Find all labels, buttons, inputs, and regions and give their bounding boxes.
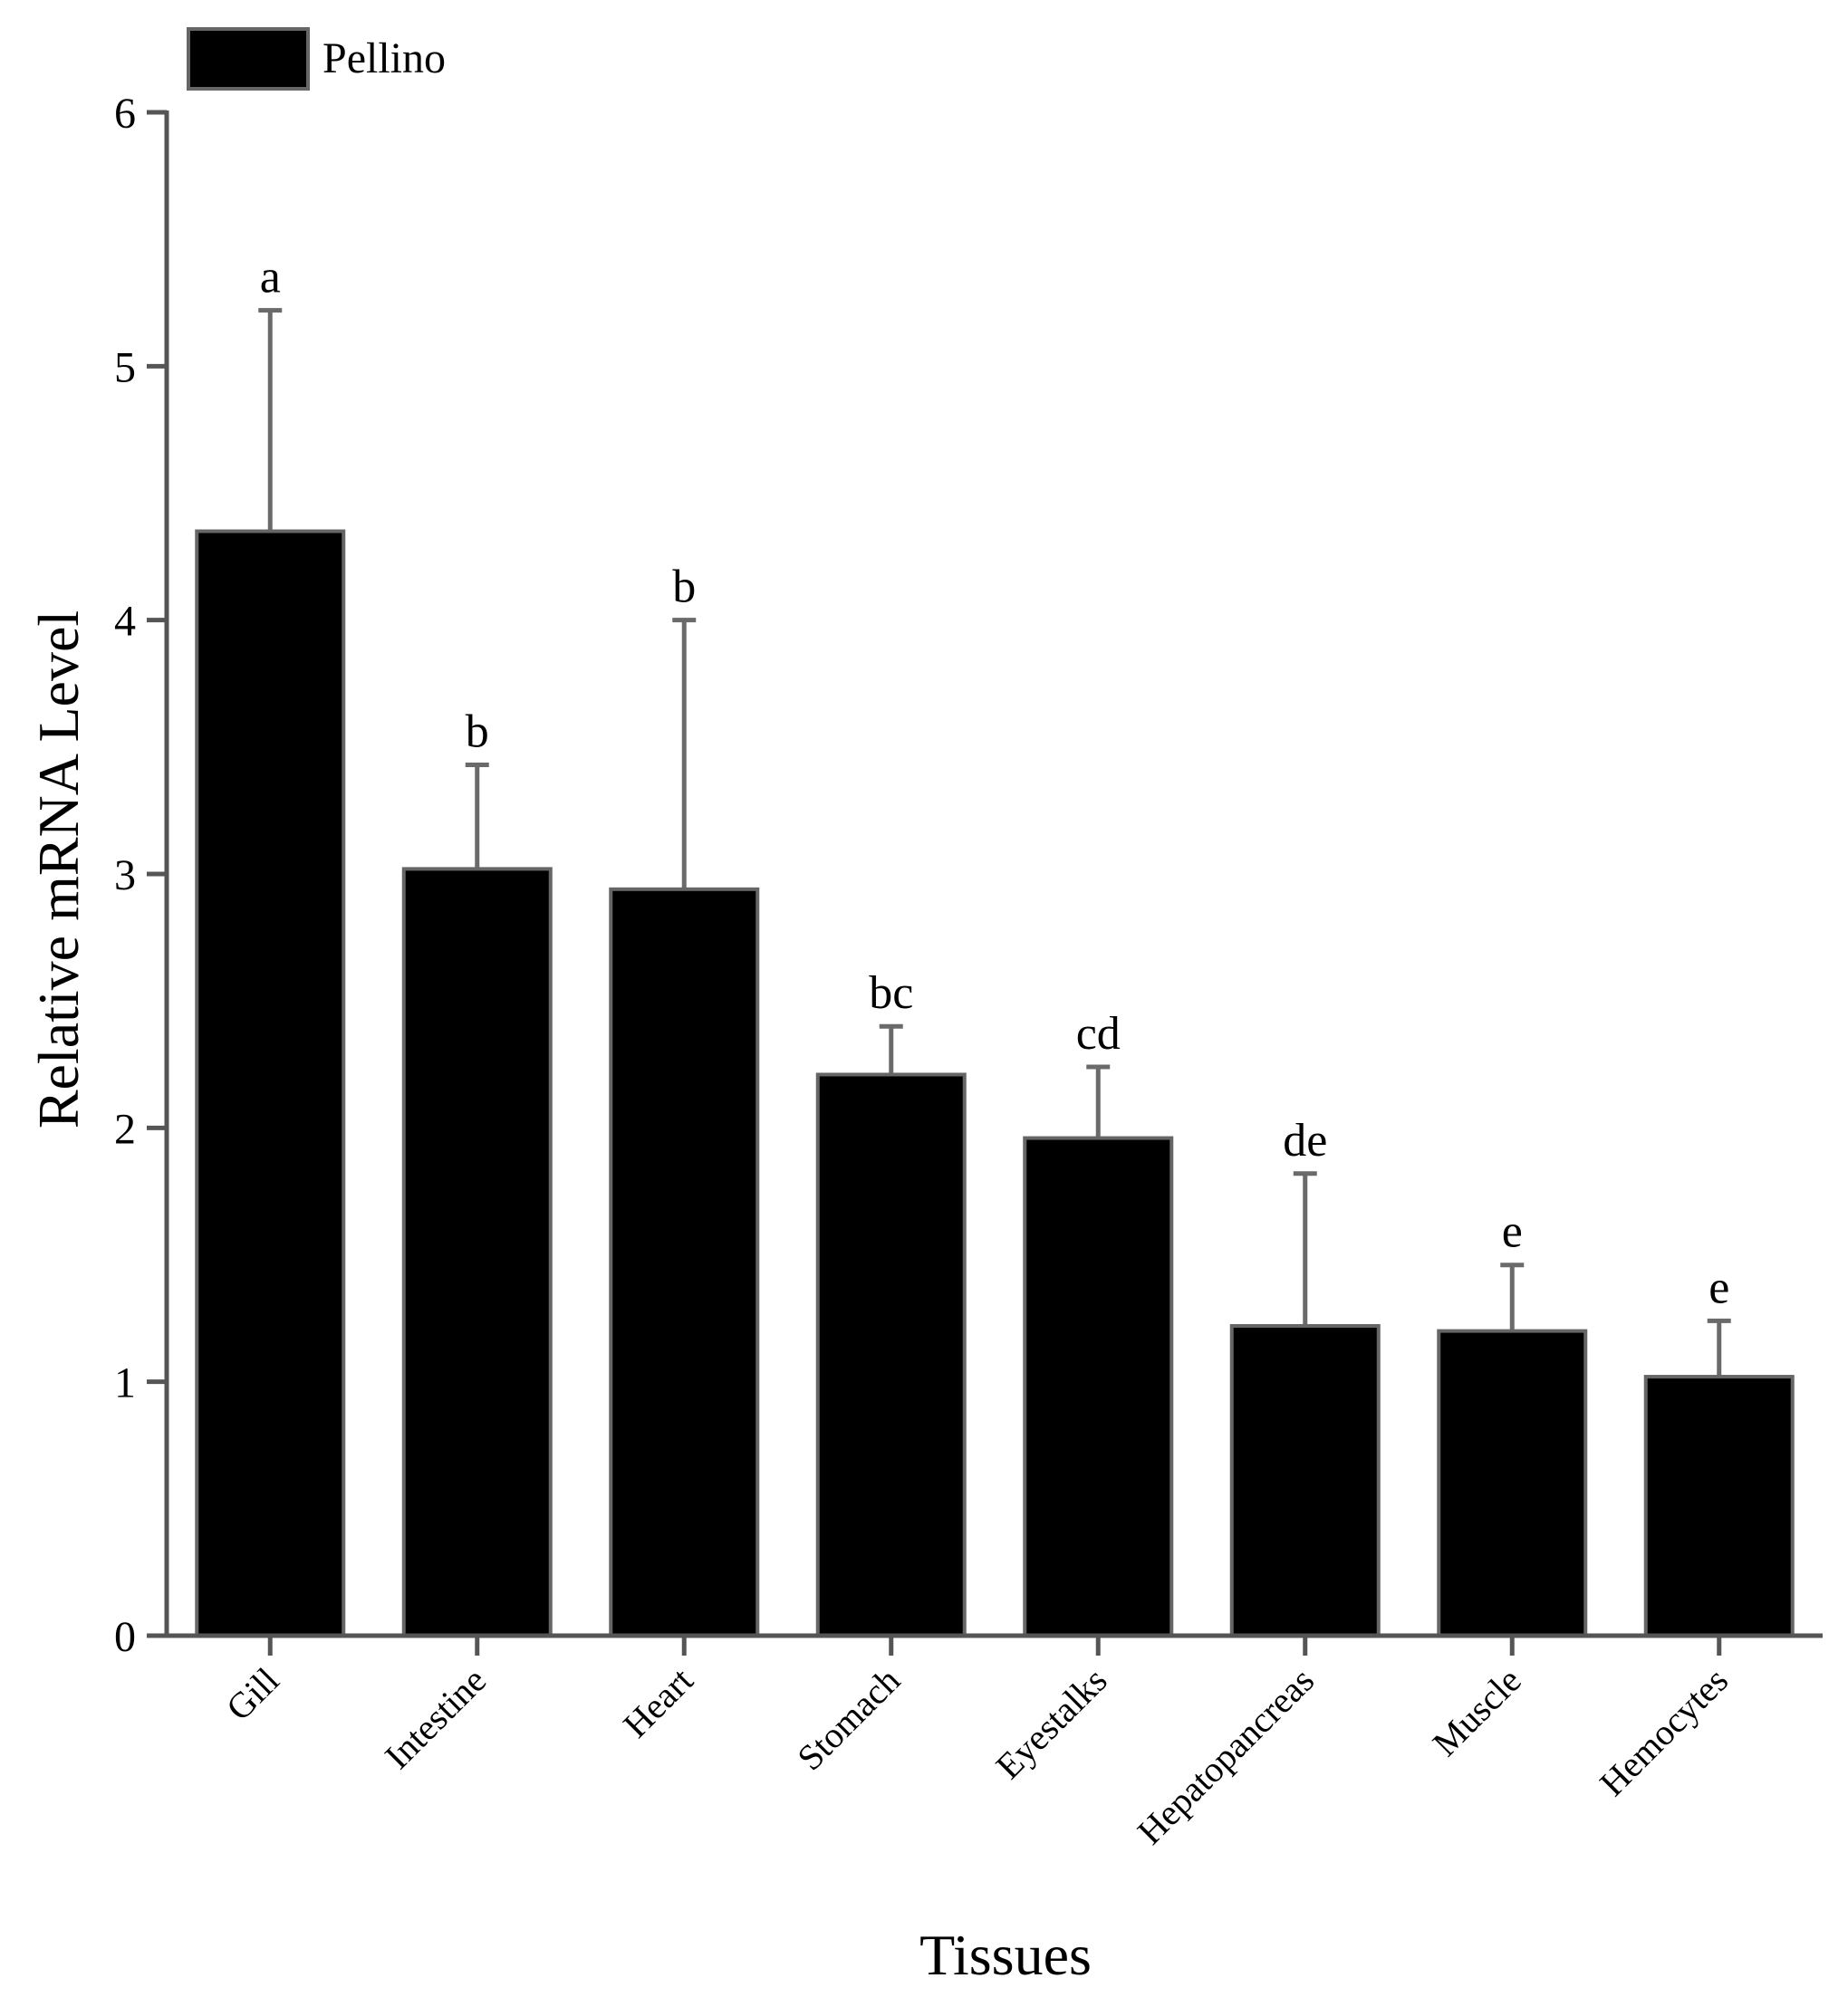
bar-hepatopancreas bbox=[1229, 1323, 1381, 1637]
y-tick-label: 4 bbox=[114, 598, 136, 646]
x-axis: Gill Intestine Heart Stomach Eyestalks Hepato… bbox=[167, 1633, 1823, 1852]
y-tick-label: 5 bbox=[114, 343, 136, 391]
y-tick-label: 2 bbox=[114, 1105, 136, 1153]
x-tick-label: Intestine bbox=[377, 1660, 494, 1777]
significance-label: de bbox=[1283, 1115, 1327, 1167]
x-tick-label: Stomach bbox=[789, 1660, 908, 1779]
significance-label: b bbox=[466, 706, 489, 757]
bar-hemocytes bbox=[1643, 1375, 1795, 1638]
significance-label: a bbox=[260, 252, 281, 303]
x-tick-label: Hemocytes bbox=[1592, 1660, 1736, 1804]
significance-label: cd bbox=[1076, 1008, 1121, 1060]
y-axis-label: Relative mRNA Level bbox=[26, 610, 91, 1128]
bar-stomach bbox=[815, 1072, 967, 1638]
significance-label: b bbox=[672, 562, 696, 613]
x-tick-label: Gill bbox=[218, 1660, 287, 1729]
x-tick-label: Eyestalks bbox=[987, 1660, 1114, 1787]
bar-gill bbox=[195, 529, 346, 1637]
y-tick-label: 1 bbox=[114, 1359, 136, 1407]
legend: Pellino bbox=[187, 27, 446, 91]
x-tick-label: Muscle bbox=[1425, 1660, 1529, 1764]
x-tick-label: Hepatopancreas bbox=[1130, 1660, 1322, 1852]
legend-swatch-pellino bbox=[187, 27, 310, 91]
bar-muscle bbox=[1437, 1329, 1588, 1637]
y-axis: 0 1 2 3 4 5 6 bbox=[114, 90, 169, 1661]
significance-label: e bbox=[1708, 1262, 1729, 1313]
y-tick-label: 6 bbox=[114, 90, 136, 138]
y-tick-label: 3 bbox=[114, 851, 136, 899]
bar-heart bbox=[609, 887, 760, 1637]
bar-eyestalks bbox=[1023, 1136, 1174, 1637]
legend-label-pellino: Pellino bbox=[322, 34, 446, 82]
significance-label: e bbox=[1502, 1206, 1523, 1258]
x-axis-label: Tissues bbox=[919, 1923, 1092, 1987]
bar-intestine bbox=[401, 867, 553, 1637]
significance-label: bc bbox=[869, 967, 913, 1019]
bars-group: a b b bc cd de e e bbox=[195, 252, 1795, 1638]
y-tick-label: 0 bbox=[114, 1613, 136, 1661]
x-tick-label: Heart bbox=[615, 1660, 701, 1746]
